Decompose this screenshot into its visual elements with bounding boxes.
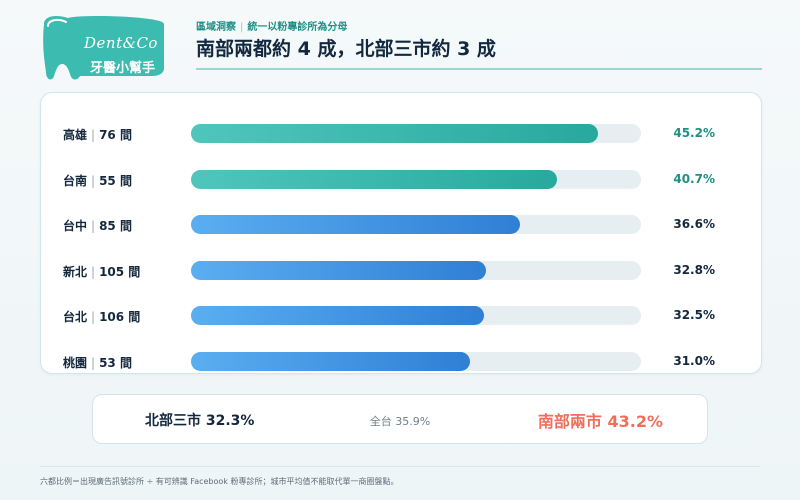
summary-box: 北部三市 32.3% 全台 35.9% 南部兩市 43.2%: [92, 394, 708, 444]
value-label: 32.8%: [673, 262, 715, 277]
category-label: 桃園 | 53 間: [63, 354, 132, 371]
city-name: 台中: [63, 219, 88, 233]
city-name: 台北: [63, 310, 88, 324]
value-label: 45.2%: [673, 126, 715, 140]
bar-track: [191, 351, 641, 371]
chart-row: 台北 | 106 間 32.5%: [41, 304, 761, 328]
label-divider: |: [91, 128, 96, 142]
bar: [191, 351, 470, 371]
bar: [191, 169, 558, 189]
category-label: 新北 | 105 間: [63, 263, 140, 280]
city-name: 高雄: [63, 128, 88, 142]
footer-divider: [40, 466, 760, 467]
brand-logo: Dent&Co 牙醫小幫手: [38, 14, 170, 82]
bar-track: [191, 215, 641, 234]
label-divider: |: [91, 310, 96, 324]
bar-track: [191, 306, 641, 325]
clinic-count: 55 間: [99, 173, 132, 188]
chart-row: 桃園 | 53 間 31.0%: [41, 350, 761, 374]
clinic-count: 106 間: [99, 310, 141, 324]
header-divider: [196, 68, 762, 70]
clinic-count: 105 間: [99, 264, 141, 279]
bar-track: [191, 260, 641, 280]
chart-row: 台中 | 85 間 36.6%: [41, 213, 761, 237]
bar-track: [191, 169, 641, 189]
value-label: 31.0%: [673, 353, 715, 368]
category-label: 台南 | 55 間: [63, 172, 132, 189]
label-divider: |: [91, 173, 96, 188]
chart-row: 高雄 | 76 間 45.2%: [41, 122, 761, 146]
bar: [191, 124, 598, 143]
bar: [191, 306, 484, 325]
breadcrumb: 區域洞察 | 統一以粉專診所為分母: [196, 18, 347, 33]
city-name: 台南: [63, 173, 88, 188]
page-title: 南部兩都約 4 成，北部三市約 3 成: [196, 38, 496, 60]
summary-south: 南部兩市 43.2%: [537, 412, 663, 431]
breadcrumb-divider: |: [240, 22, 244, 33]
category-label: 高雄 | 76 間: [63, 126, 132, 143]
breadcrumb-note: 統一以粉專診所為分母: [247, 22, 348, 33]
city-name: 桃園: [63, 355, 88, 370]
label-divider: |: [91, 355, 96, 370]
summary-north: 北部三市 32.3%: [145, 413, 255, 429]
category-label: 台北 | 106 間: [63, 308, 140, 325]
bar-track: [191, 124, 641, 143]
breadcrumb-section: 區域洞察: [196, 22, 236, 33]
chart-row: 新北 | 105 間 32.8%: [41, 259, 761, 283]
footnote: 六都比例＝出現廣告訊號診所 ÷ 有可辨識 Facebook 粉專診所；城市平均值…: [40, 477, 399, 486]
label-divider: |: [91, 264, 96, 279]
bar: [191, 260, 487, 280]
value-label: 40.7%: [673, 171, 715, 186]
label-divider: |: [91, 219, 96, 233]
bar: [191, 215, 521, 234]
bar-chart-panel: 高雄 | 76 間 45.2% 台南 | 55 間 40.7% 台中 | 85 間 36.6% 新北 | 1…: [40, 92, 762, 374]
brand-name: 牙醫小幫手: [90, 61, 156, 76]
clinic-count: 76 間: [99, 128, 132, 142]
value-label: 36.6%: [673, 217, 715, 231]
clinic-count: 53 間: [99, 355, 132, 370]
summary-all: 全台 35.9%: [369, 415, 431, 428]
brand-script: Dent&Co: [84, 34, 158, 52]
clinic-count: 85 間: [99, 219, 132, 233]
tooth-logo-icon: [43, 16, 165, 80]
chart-row: 台南 | 55 間 40.7%: [41, 168, 761, 192]
value-label: 32.5%: [673, 308, 715, 322]
category-label: 台中 | 85 間: [63, 217, 132, 234]
city-name: 新北: [63, 264, 88, 279]
